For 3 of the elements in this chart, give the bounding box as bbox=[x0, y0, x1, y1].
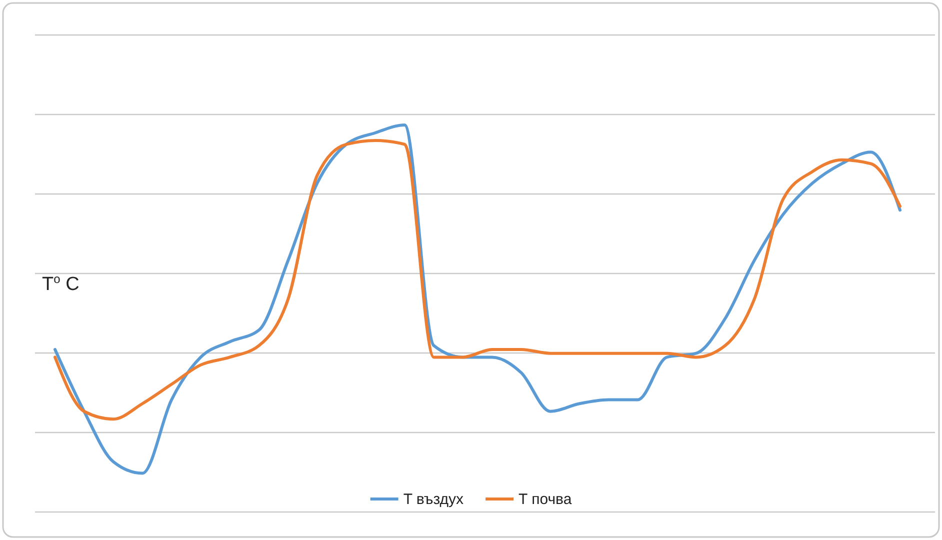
legend-label: T почва bbox=[518, 491, 572, 508]
legend-label: T въздух bbox=[403, 491, 464, 508]
y-axis-title: T$^{o}$ C bbox=[42, 272, 80, 295]
